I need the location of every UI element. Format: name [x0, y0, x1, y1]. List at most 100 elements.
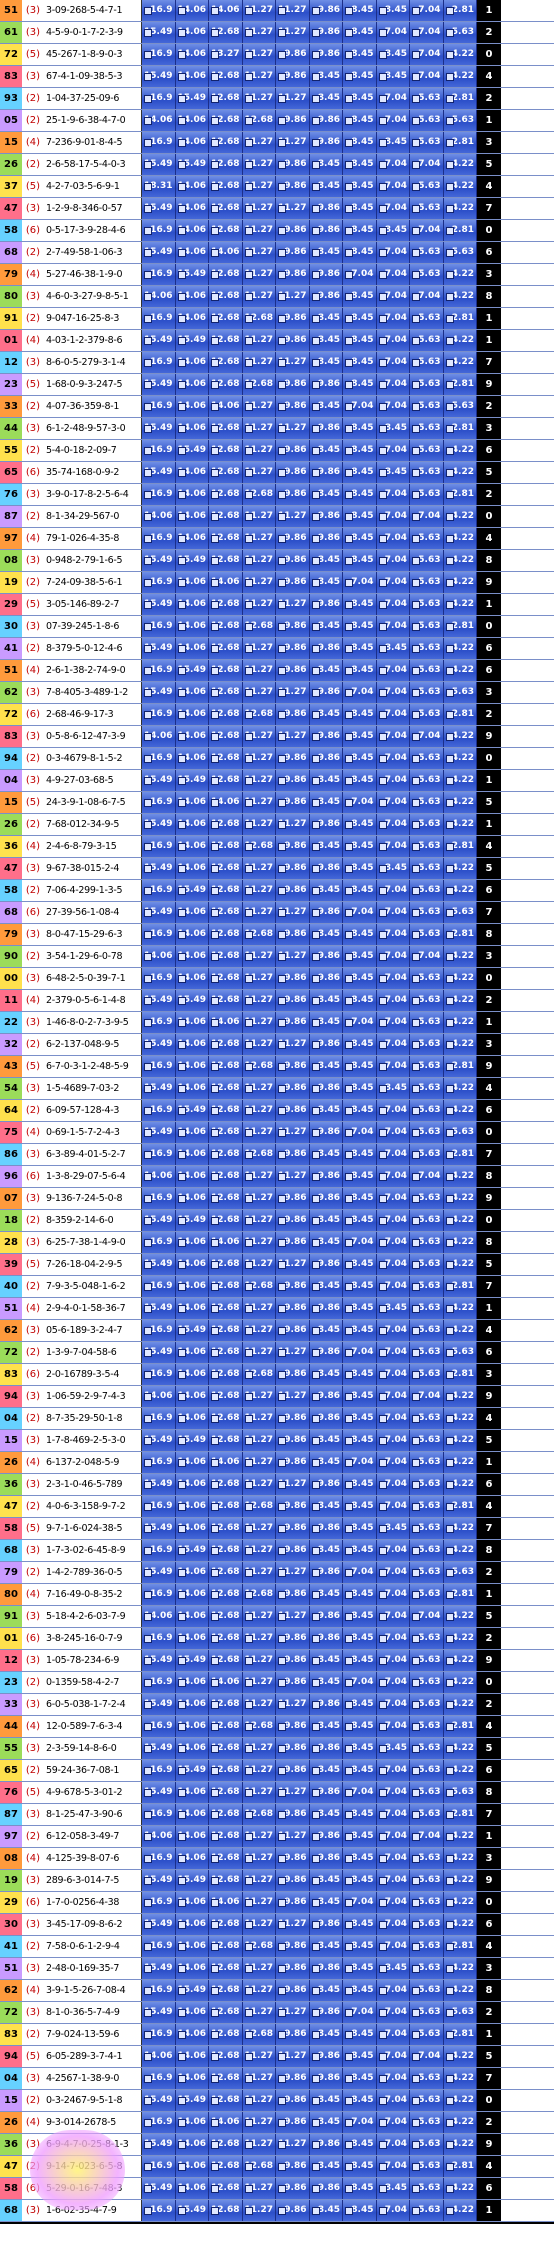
stat-cell: 11.27	[242, 858, 276, 879]
stat-cell: 5.63	[410, 1980, 444, 2001]
stat-cell: 7.04	[343, 264, 377, 285]
stat-cell: 11.27	[242, 1540, 276, 1561]
stat-cell: 8.45	[309, 924, 343, 945]
row-number: 30	[0, 616, 22, 637]
table-row: 96 (6) 1-3-8-29-07-5-6-4 14.06 14.06 12.68 11.…	[0, 1166, 554, 1188]
stat-cell: 9.86	[309, 110, 343, 131]
result-digit: 3	[477, 1958, 501, 1979]
stat-cell: 15.49	[142, 2002, 176, 2023]
stat-cell: 11.27	[242, 1760, 276, 1781]
stat-cell: 9.86	[309, 286, 343, 307]
row-number: 15	[0, 2090, 22, 2111]
stat-cell: 7.04	[376, 924, 410, 945]
stat-cell: 9.86	[276, 2156, 310, 2177]
stat-cell: 8.45	[376, 1958, 410, 1979]
stat-cell: 8.45	[343, 352, 377, 373]
stat-cell: 2.81	[443, 1496, 477, 1517]
stat-cell: 11.27	[242, 1100, 276, 1121]
digit-sequence: 7-68-012-34-9-5	[44, 814, 142, 835]
stat-cell: 8.45	[376, 66, 410, 87]
group-code: (5)	[22, 1056, 44, 1077]
stat-cell: 14.06	[142, 946, 176, 967]
result-digit: 1	[477, 594, 501, 615]
stat-cell: 7.04	[343, 1012, 377, 1033]
stat-cell: 8.45	[343, 660, 377, 681]
stat-cell: 5.63	[410, 880, 444, 901]
result-digit: 9	[477, 572, 501, 593]
row-end	[501, 1650, 520, 1671]
table-row: 04 (3) 4-9-27-03-68-5 15.49 15.49 12.68 11.27 9…	[0, 770, 554, 792]
row-end	[501, 1012, 520, 1033]
group-code: (2)	[22, 1034, 44, 1055]
stat-cell: 4.22	[443, 858, 477, 879]
result-digit: 1	[477, 770, 501, 791]
table-row: 87 (3) 8-1-25-47-3-90-6 16.9 14.06 12.68 12.68…	[0, 1804, 554, 1826]
stat-cell: 11.27	[276, 286, 310, 307]
row-end	[501, 440, 520, 461]
stat-cell: 4.22	[443, 550, 477, 571]
stat-cell: 9.86	[309, 1298, 343, 1319]
row-end	[501, 1298, 520, 1319]
table-row: 33 (2) 4-07-36-359-8-1 16.9 14.06 14.06 11.27 9…	[0, 396, 554, 418]
stat-cell: 16.9	[142, 2068, 176, 2089]
row-number: 96	[0, 1166, 22, 1187]
result-digit: 9	[477, 1650, 501, 1671]
stat-cell: 4.22	[443, 792, 477, 813]
result-digit: 4	[477, 1936, 501, 1957]
digit-sequence: 0-948-2-79-1-6-5	[44, 550, 142, 571]
stat-cell: 8.45	[343, 1188, 377, 1209]
row-number: 43	[0, 1056, 22, 1077]
stat-cell: 9.86	[276, 1540, 310, 1561]
row-end	[501, 242, 520, 263]
stat-cell: 16.9	[142, 1936, 176, 1957]
result-digit: 0	[477, 220, 501, 241]
group-code: (5)	[22, 44, 44, 65]
stat-cell: 16.9	[142, 748, 176, 769]
stat-cell: 14.06	[175, 1518, 209, 1539]
digit-sequence: 3-8-245-16-0-7-9	[44, 1628, 142, 1649]
row-number: 79	[0, 1562, 22, 1583]
stat-cell: 8.45	[343, 1584, 377, 1605]
group-code: (4)	[22, 528, 44, 549]
stat-cell: 5.63	[410, 2068, 444, 2089]
stat-cell: 16.9	[142, 1892, 176, 1913]
stat-cell: 7.04	[376, 1914, 410, 1935]
result-digit: 1	[477, 0, 501, 21]
stat-cell: 9.86	[309, 858, 343, 879]
stat-cell: 7.04	[376, 1694, 410, 1715]
stat-cell: 11.27	[242, 198, 276, 219]
group-code: (2)	[22, 1760, 44, 1781]
stat-cell: 7.04	[376, 1188, 410, 1209]
stat-cell: 14.06	[175, 1804, 209, 1825]
stat-cell: 12.68	[209, 1430, 243, 1451]
stat-cell: 11.27	[276, 506, 310, 527]
stat-cell: 12.68	[209, 1958, 243, 1979]
stat-cell: 11.27	[242, 176, 276, 197]
digit-sequence: 0-5-8-6-12-47-3-9	[44, 726, 142, 747]
table-row: 33 (3) 6-0-5-038-1-7-2-4 15.49 14.06 12.68 11.…	[0, 1694, 554, 1716]
table-row: 79 (3) 8-0-47-15-29-6-3 16.9 14.06 12.68 12.68…	[0, 924, 554, 946]
stat-cell: 14.06	[142, 1606, 176, 1627]
stat-cell: 8.45	[309, 2156, 343, 2177]
stat-cell: 5.63	[410, 2002, 444, 2023]
stat-cell: 16.9	[142, 704, 176, 725]
stat-cell: 5.63	[410, 924, 444, 945]
stat-cell: 8.45	[343, 1408, 377, 1429]
stat-cell: 7.04	[376, 396, 410, 417]
stat-cell: 16.9	[142, 308, 176, 329]
stat-cell: 8.45	[343, 66, 377, 87]
stat-cell: 8.45	[309, 572, 343, 593]
stat-cell: 16.9	[142, 352, 176, 373]
stat-cell: 12.68	[209, 528, 243, 549]
stat-cell: 4.22	[443, 1078, 477, 1099]
table-row: 72 (6) 2-68-46-9-17-3 16.9 14.06 12.68 12.68 9.…	[0, 704, 554, 726]
row-end	[501, 220, 520, 241]
group-code: (6)	[22, 1166, 44, 1187]
stat-cell: 14.06	[175, 66, 209, 87]
group-code: (3)	[22, 1144, 44, 1165]
stat-cell: 9.86	[309, 2002, 343, 2023]
stat-cell: 12.68	[209, 1980, 243, 2001]
digit-sequence: 9-67-38-015-2-4	[44, 858, 142, 879]
stat-cell: 12.68	[209, 1188, 243, 1209]
stat-cell: 9.86	[309, 594, 343, 615]
